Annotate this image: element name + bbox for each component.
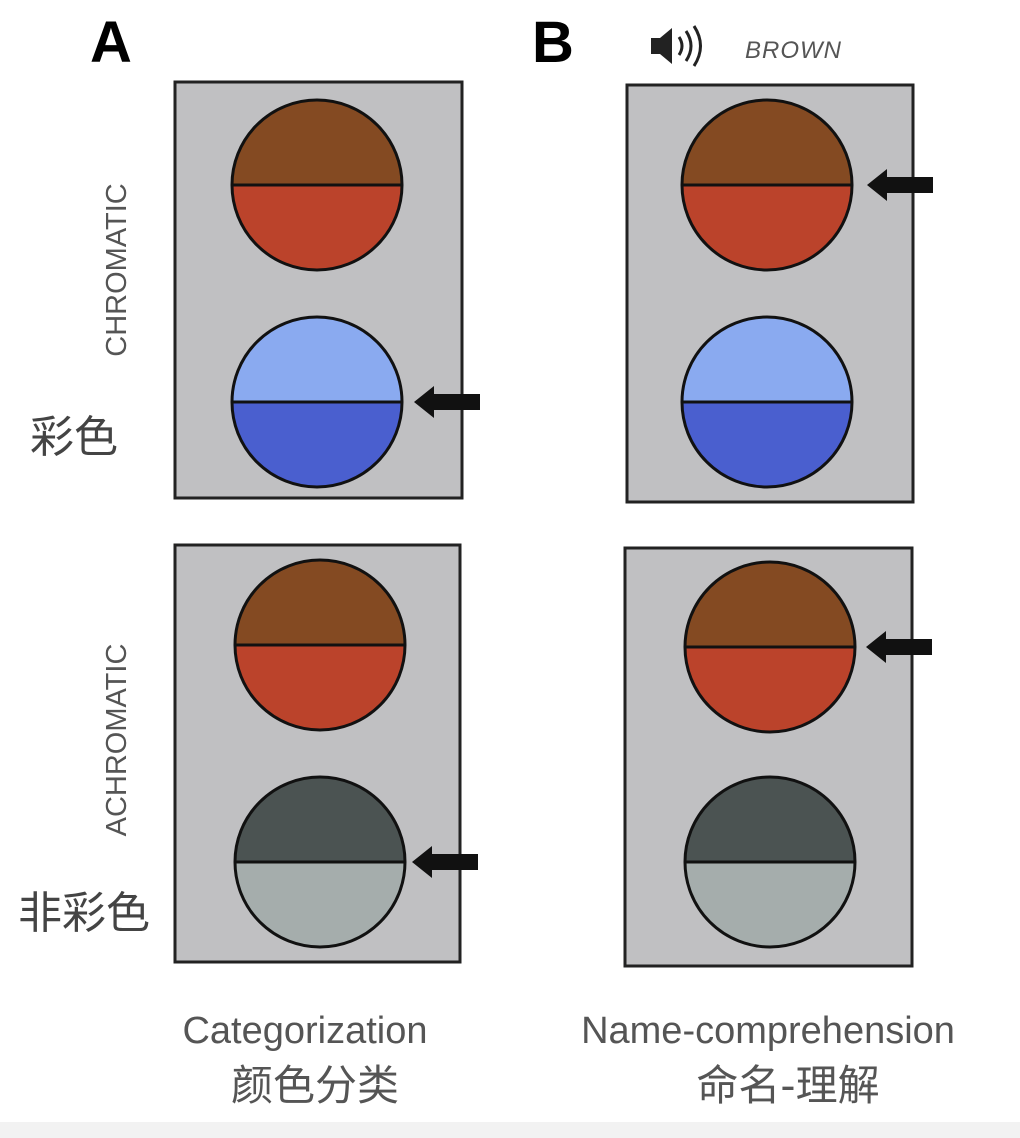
color-disk-top xyxy=(680,98,854,272)
arrow-left-icon xyxy=(412,846,478,878)
chromatic-label: CHROMATIC xyxy=(101,183,133,356)
color-disk-top xyxy=(230,98,404,272)
disk-top-half xyxy=(685,562,855,647)
disk-top-half xyxy=(232,100,402,185)
disk-top-half xyxy=(235,560,405,645)
disk-bottom-half xyxy=(232,402,402,487)
disk-bottom-half xyxy=(682,185,852,270)
arrow-left-icon xyxy=(866,631,932,663)
disk-bottom-half xyxy=(232,185,402,270)
disk-bottom-half xyxy=(685,862,855,947)
disk-top-half xyxy=(685,777,855,862)
disk-bottom-half xyxy=(685,647,855,732)
panel-b-achromatic xyxy=(623,546,932,968)
panel-a-chromatic xyxy=(173,80,480,500)
panel-b-caption: Name-comprehension xyxy=(581,1010,955,1052)
disk-bottom-half xyxy=(682,402,852,487)
panel-b-caption-cn: 命名-理解 xyxy=(696,1061,879,1110)
color-disk-bottom xyxy=(233,775,407,949)
disk-top-half xyxy=(235,777,405,862)
panel-a-achromatic xyxy=(173,543,478,964)
color-disk-bottom xyxy=(680,315,854,489)
chromatic-label-cn: 彩色 xyxy=(30,412,118,463)
arrow-left-icon xyxy=(867,169,933,201)
achromatic-label: ACHROMATIC xyxy=(101,644,133,837)
panel-a-letter: A xyxy=(90,10,132,75)
panel-b-letter: B xyxy=(532,10,574,75)
color-disk-top xyxy=(683,560,857,734)
disk-bottom-half xyxy=(235,862,405,947)
disk-top-half xyxy=(682,317,852,402)
disk-top-half xyxy=(232,317,402,402)
color-disk-bottom xyxy=(230,315,404,489)
panel-b-chromatic xyxy=(625,83,933,504)
audio-word: BROWN xyxy=(745,37,842,64)
panel-a-caption: Categorization xyxy=(182,1010,427,1052)
disk-top-half xyxy=(682,100,852,185)
arrow-left-icon xyxy=(414,386,480,418)
color-disk-top xyxy=(233,558,407,732)
achromatic-label-cn: 非彩色 xyxy=(18,888,150,939)
speaker-icon xyxy=(651,25,702,67)
disk-bottom-half xyxy=(235,645,405,730)
color-disk-bottom xyxy=(683,775,857,949)
bottom-strip xyxy=(0,1122,1020,1138)
panel-a-caption-cn: 颜色分类 xyxy=(231,1061,399,1110)
